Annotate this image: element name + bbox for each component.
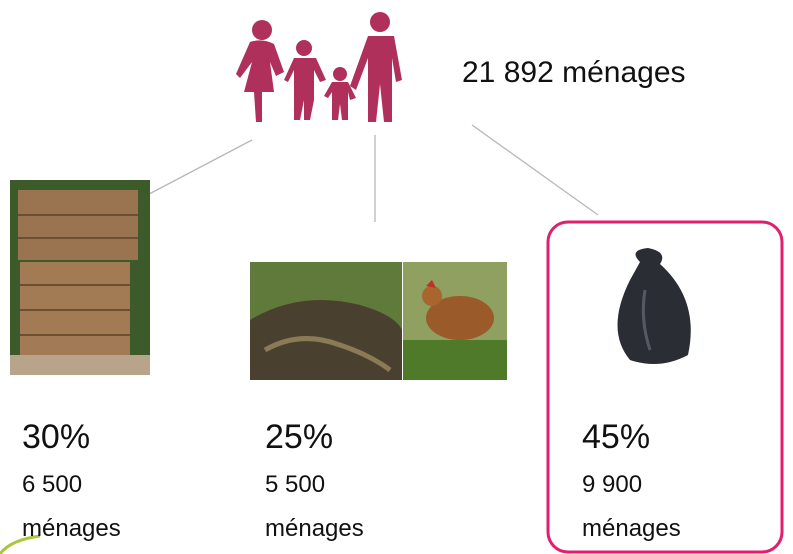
total-label: 21 892 ménages — [462, 56, 686, 89]
unit: ménages — [582, 515, 681, 542]
percent: 45% — [582, 418, 650, 456]
percent: 25% — [265, 418, 333, 456]
highlight-box — [546, 220, 784, 554]
connectors — [131, 124, 599, 222]
count: 9 900 — [582, 471, 642, 498]
compost-bin-image — [10, 180, 150, 375]
chicken-image — [403, 262, 507, 380]
percent: 30% — [22, 418, 90, 456]
trash-bag-image — [617, 248, 691, 364]
family-icon — [236, 12, 402, 122]
compost-heap-image — [250, 262, 402, 380]
unit: ménages — [265, 515, 364, 542]
unit: ménages — [22, 515, 121, 542]
count: 5 500 — [265, 471, 325, 498]
count: 6 500 — [22, 471, 82, 498]
decor-arc — [0, 534, 41, 554]
